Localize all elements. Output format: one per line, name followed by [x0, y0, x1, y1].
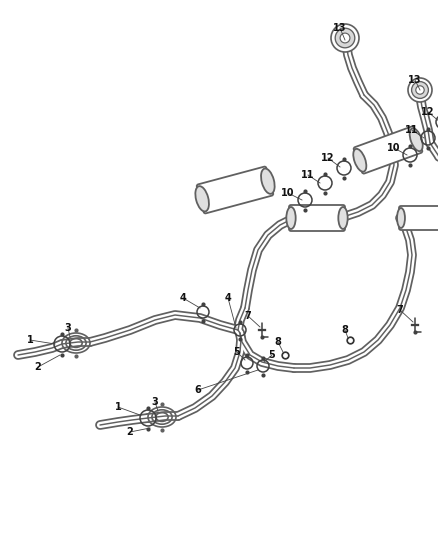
Ellipse shape [353, 149, 366, 172]
Text: 8: 8 [342, 325, 349, 335]
Text: 10: 10 [281, 188, 295, 198]
Text: 12: 12 [421, 107, 435, 117]
Ellipse shape [410, 128, 423, 151]
Text: 2: 2 [35, 362, 41, 372]
FancyBboxPatch shape [399, 206, 438, 230]
Text: 7: 7 [245, 311, 251, 321]
Text: 8: 8 [275, 337, 282, 347]
FancyBboxPatch shape [197, 167, 273, 213]
Text: 1: 1 [115, 402, 121, 412]
Text: 5: 5 [268, 350, 276, 360]
Text: 7: 7 [397, 305, 403, 315]
Text: 13: 13 [333, 23, 347, 33]
Text: 3: 3 [65, 323, 71, 333]
Text: 11: 11 [405, 125, 419, 135]
Text: 3: 3 [152, 397, 159, 407]
Ellipse shape [340, 33, 350, 43]
FancyBboxPatch shape [353, 126, 422, 174]
Ellipse shape [397, 208, 405, 228]
Ellipse shape [331, 24, 359, 52]
Ellipse shape [416, 86, 424, 94]
Text: 6: 6 [194, 385, 201, 395]
Ellipse shape [286, 207, 296, 229]
Text: 13: 13 [408, 75, 422, 85]
Text: 11: 11 [301, 170, 315, 180]
Ellipse shape [412, 82, 428, 99]
Ellipse shape [335, 28, 355, 48]
Text: 4: 4 [225, 293, 231, 303]
Text: 5: 5 [233, 347, 240, 357]
Ellipse shape [338, 207, 348, 229]
Text: 1: 1 [27, 335, 33, 345]
Text: 2: 2 [127, 427, 134, 437]
Text: 10: 10 [387, 143, 401, 153]
Ellipse shape [195, 186, 209, 212]
Ellipse shape [261, 168, 275, 194]
Text: 4: 4 [180, 293, 187, 303]
FancyBboxPatch shape [289, 205, 345, 231]
Ellipse shape [408, 78, 432, 102]
Text: 12: 12 [321, 153, 335, 163]
